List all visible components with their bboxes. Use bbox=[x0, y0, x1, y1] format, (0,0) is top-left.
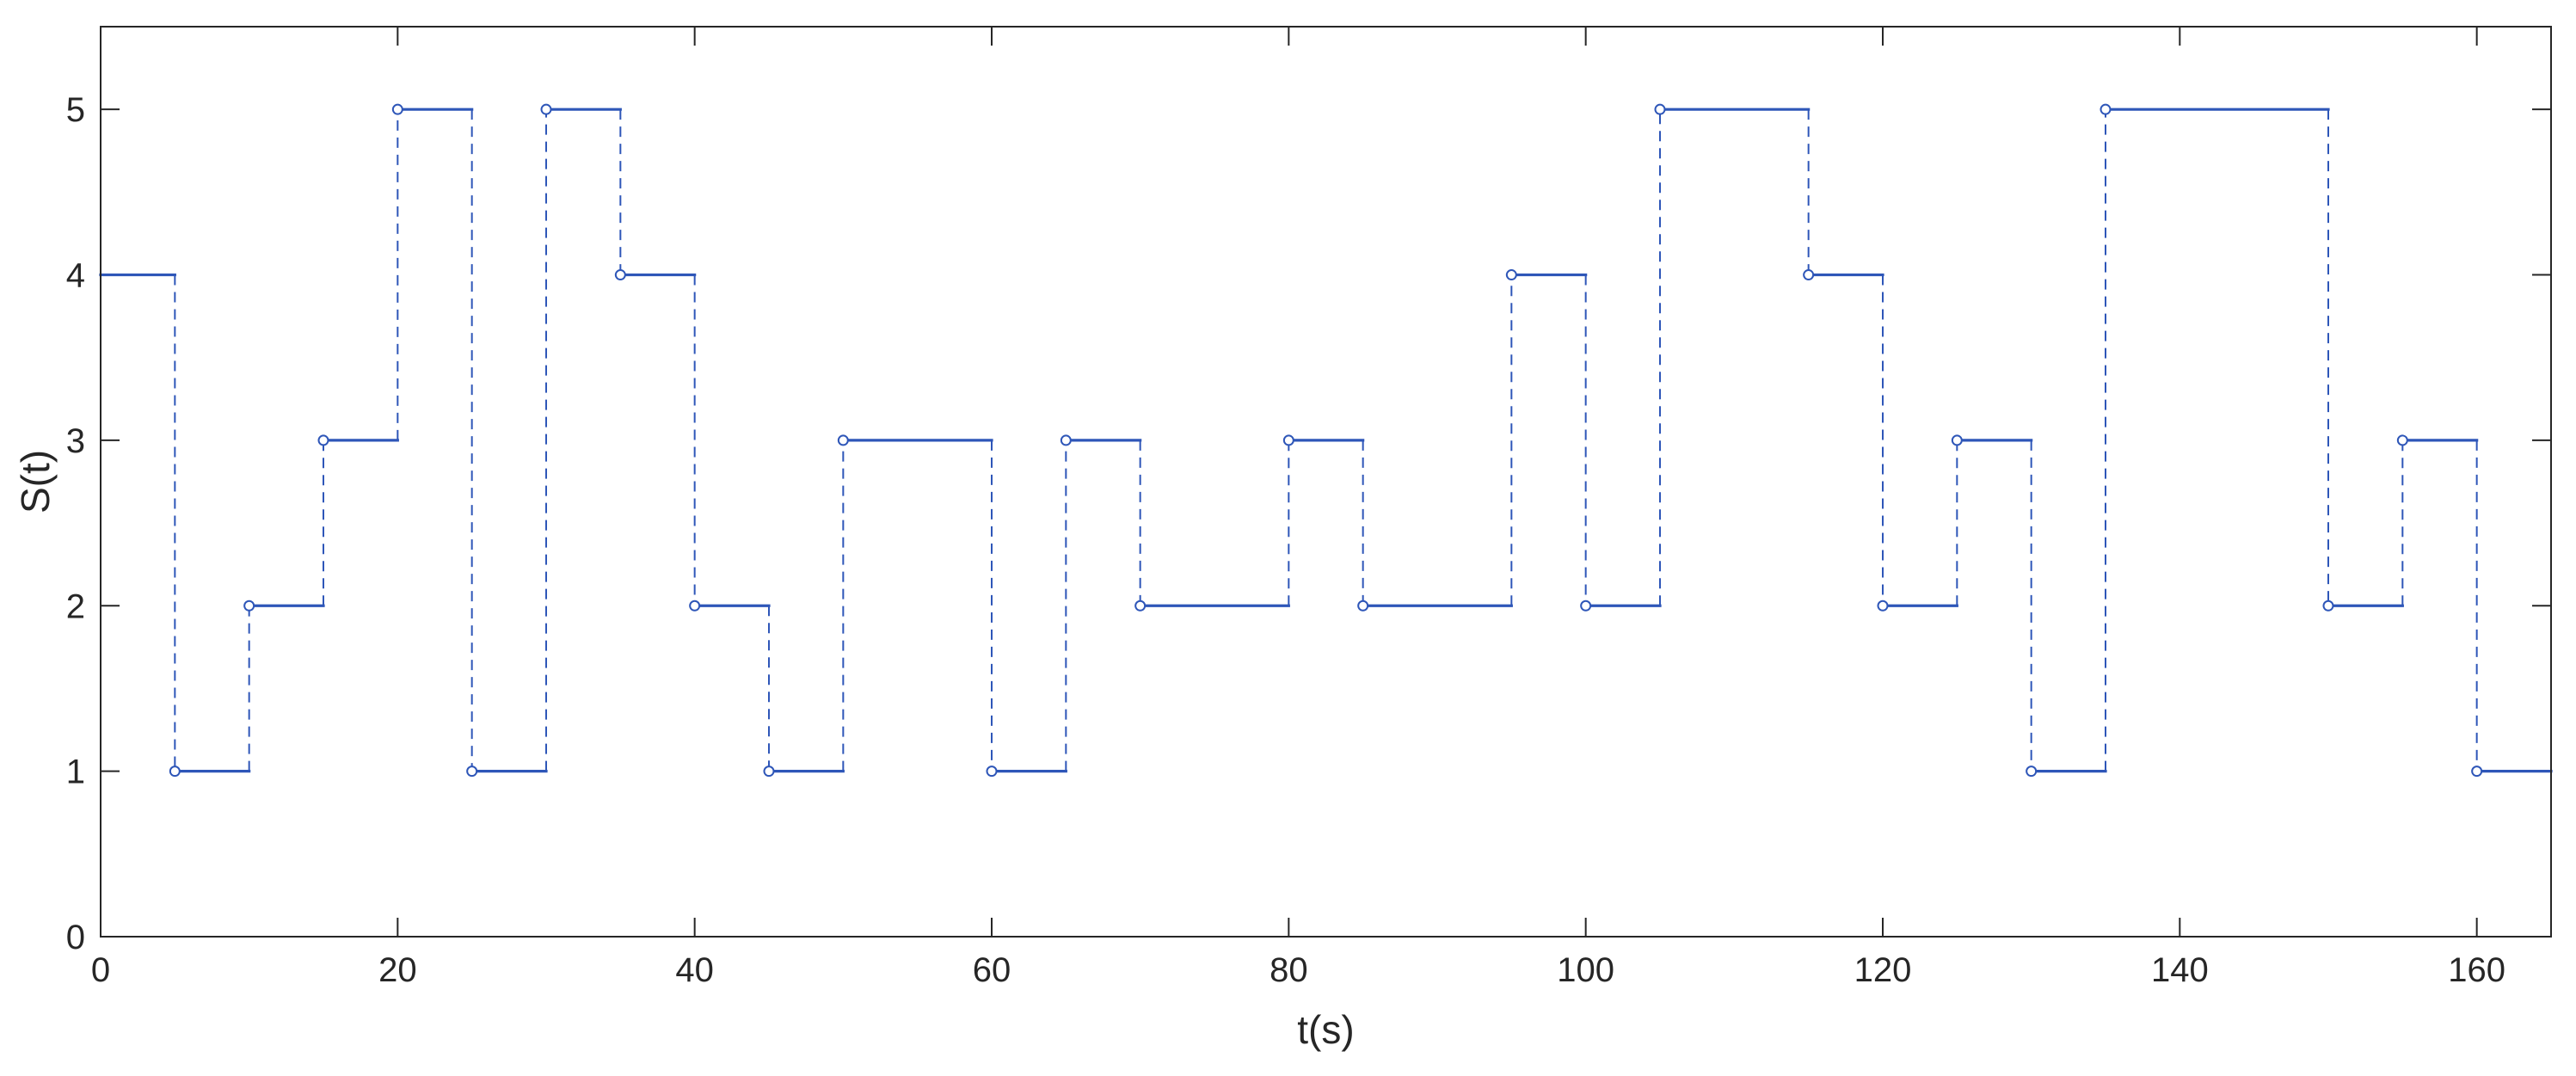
ticks-layer: 0 20 40 60 80 100 120 140 160 0 1 2 3 4 5 bbox=[66, 27, 2551, 989]
y-tick-label: 1 bbox=[66, 753, 85, 791]
y-tick-label: 0 bbox=[66, 919, 85, 956]
step-marker bbox=[1951, 434, 1963, 446]
x-tick-label: 140 bbox=[2151, 951, 2209, 989]
step-marker bbox=[689, 599, 701, 612]
step-marker bbox=[1357, 599, 1369, 612]
step-marker bbox=[763, 765, 775, 778]
step-marker bbox=[2471, 765, 2483, 778]
x-tick-label: 120 bbox=[1854, 951, 1912, 989]
axes-box bbox=[100, 26, 2552, 938]
step-marker bbox=[1803, 269, 1815, 281]
x-tick-label: 100 bbox=[1557, 951, 1614, 989]
step-marker bbox=[1282, 434, 1294, 446]
step-marker bbox=[169, 765, 181, 778]
series-stairs bbox=[99, 103, 2553, 778]
x-tick-label: 60 bbox=[973, 951, 1011, 989]
x-tick-label: 0 bbox=[91, 951, 110, 989]
step-marker bbox=[1134, 599, 1147, 612]
step-marker bbox=[1580, 599, 1592, 612]
step-marker bbox=[2026, 765, 2038, 778]
step-marker bbox=[391, 103, 403, 115]
x-tick-label: 20 bbox=[378, 951, 417, 989]
x-tick-label: 160 bbox=[2448, 951, 2505, 989]
step-marker bbox=[2100, 103, 2112, 115]
step-marker bbox=[2322, 599, 2334, 612]
y-tick-label: 4 bbox=[66, 257, 85, 295]
step-marker bbox=[614, 269, 626, 281]
step-marker bbox=[317, 434, 329, 446]
x-tick-label: 80 bbox=[1270, 951, 1308, 989]
y-axis-label: S(t) bbox=[13, 450, 58, 513]
step-marker bbox=[1060, 434, 1072, 446]
y-tick-label: 5 bbox=[66, 91, 85, 129]
step-marker bbox=[2396, 434, 2408, 446]
step-marker bbox=[540, 103, 552, 115]
x-tick-label: 40 bbox=[675, 951, 714, 989]
step-marker bbox=[986, 765, 998, 778]
x-axis-label: t(s) bbox=[1297, 1007, 1354, 1052]
y-tick-label: 3 bbox=[66, 422, 85, 460]
step-marker bbox=[1505, 269, 1517, 281]
step-marker bbox=[243, 599, 255, 612]
step-marker bbox=[1877, 599, 1889, 612]
plot-area bbox=[101, 27, 2551, 937]
step-marker bbox=[466, 765, 478, 778]
step-marker bbox=[1654, 103, 1666, 115]
y-tick-label: 2 bbox=[66, 587, 85, 625]
step-marker bbox=[837, 434, 849, 446]
